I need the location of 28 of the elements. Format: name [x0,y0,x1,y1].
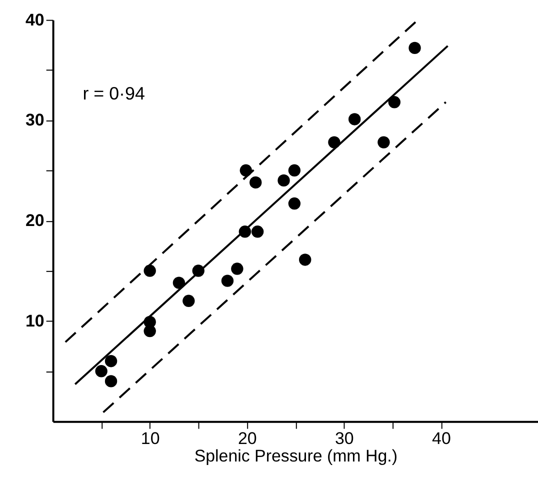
point [251,226,264,238]
x-tick-label: 40 [432,428,451,448]
y-tick-label: 20 [26,211,44,230]
y-tick-label: 10 [26,311,44,330]
y-tick-label: 40 [26,10,44,30]
point [408,42,421,54]
point [288,164,301,176]
point [250,176,262,189]
y-tick-label: 30 [26,110,44,130]
point [378,136,390,148]
x-axis-title: Splenic Pressure (mm Hg.) [194,446,398,466]
point [144,264,156,277]
x-tick-label: 10 [140,428,160,448]
point [182,294,195,307]
x-tick-label: 20 [238,428,257,448]
annotation: r = 0·94 [82,84,145,104]
point [231,262,244,275]
point [278,174,290,187]
point [104,355,118,368]
point [172,276,186,289]
point [104,375,118,388]
point [388,96,400,108]
point [288,197,301,210]
point [221,274,234,287]
point [299,254,312,266]
x-tick-label: 30 [335,428,354,448]
point [95,365,108,378]
point [348,113,361,126]
